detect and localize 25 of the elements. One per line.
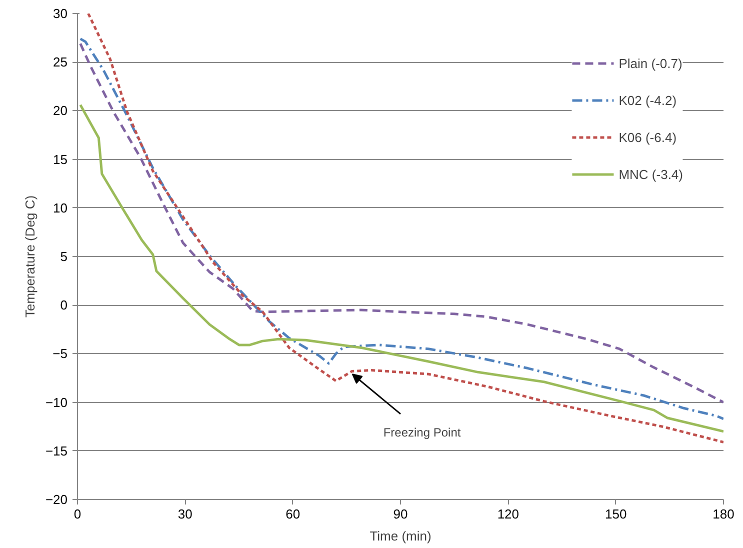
x-tick-label: 120 <box>497 506 520 522</box>
y-tick-label: 10 <box>53 200 68 216</box>
y-tick-label: 25 <box>53 54 68 70</box>
legend-label: MNC (-3.4) <box>618 166 683 182</box>
annotation: Freezing Point <box>383 426 462 440</box>
x-tick-label: 90 <box>393 506 408 522</box>
y-tick-label: −10 <box>45 394 68 410</box>
x-tick-label: 30 <box>178 506 192 522</box>
y-axis-title: Temperature (Deg C) <box>22 195 38 318</box>
legend-label: K06 (-6.4) <box>618 130 677 144</box>
y-tick-label: 5 <box>60 249 68 264</box>
x-tick-label: 60 <box>286 506 300 522</box>
x-axis-title: Time (min) <box>370 528 432 544</box>
legend-label: Plain (-0.7) <box>618 56 682 70</box>
y-tick-label: 20 <box>53 103 68 118</box>
y-tick-label: −5 <box>52 346 68 362</box>
y-tick-label: 30 <box>53 6 68 21</box>
y-tick-label: −20 <box>45 492 68 507</box>
y-tick-label: 15 <box>53 152 68 167</box>
x-tick-label: 180 <box>712 506 734 522</box>
x-tick-label: 0 <box>74 506 82 522</box>
y-tick-label: −15 <box>45 443 68 458</box>
legend-label: K02 (-4.2) <box>618 92 677 108</box>
y-tick-label: 0 <box>60 298 68 313</box>
x-tick-label: 150 <box>604 506 627 522</box>
